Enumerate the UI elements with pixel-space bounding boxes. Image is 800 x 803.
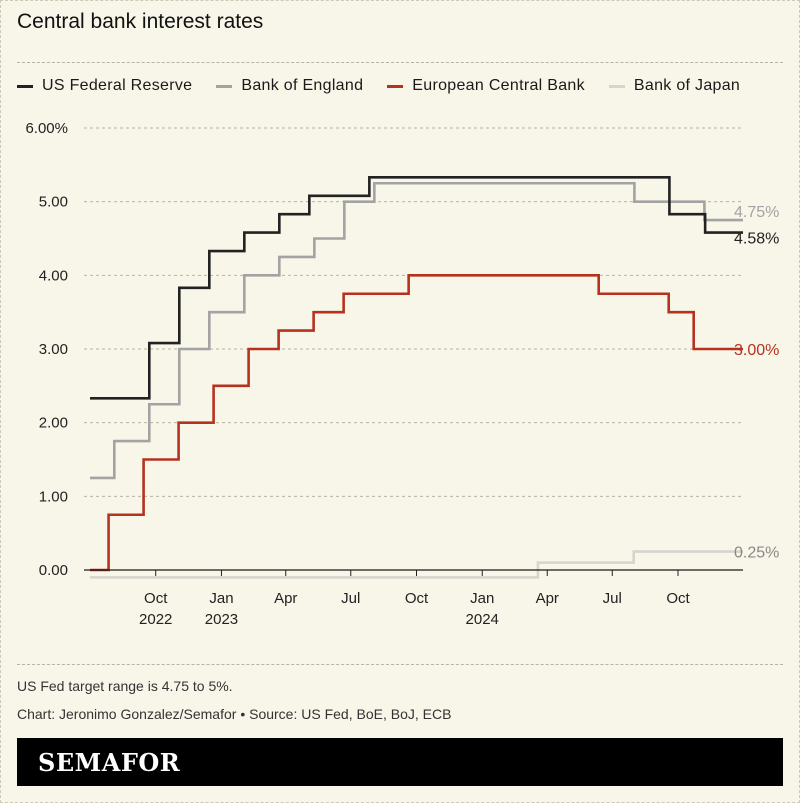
y-tick-label: 4.00: [39, 267, 68, 284]
x-tick-label: Jan: [470, 590, 494, 607]
x-tick-year: 2022: [139, 611, 172, 628]
step-line-chart: 0.00 1.00 2.00 3.00 4.00 5.00 6.00% Oct 2022 Jan 2…: [25, 120, 779, 628]
credit-note: Chart: Jeronimo Gonzalez/Semafor • Sourc…: [17, 706, 452, 722]
series-line: [90, 181, 743, 480]
x-tick-year: 2023: [205, 611, 238, 628]
end-value-label: 0.25%: [734, 545, 779, 562]
y-tick-label: 3.00: [39, 341, 68, 358]
footer-bar: SEMAFOR: [17, 738, 783, 786]
x-tick-label: Oct: [666, 590, 690, 607]
x-tick-label: Apr: [274, 590, 297, 607]
series-line: [90, 550, 743, 579]
y-tick-label: 2.00: [39, 415, 68, 432]
series-line: [90, 274, 743, 572]
bottom-divider: [17, 664, 783, 665]
chart-title: Central bank interest rates: [17, 10, 264, 33]
legend-item: US Federal Reserve: [17, 77, 192, 95]
y-tick-label: 0.00: [39, 562, 68, 579]
legend-label: Bank of England: [241, 77, 364, 94]
end-value-label: 4.58%: [734, 231, 779, 248]
y-tick-label: 5.00: [39, 194, 68, 211]
legend-swatch: [17, 84, 33, 88]
x-tick-label: Jan: [209, 590, 233, 607]
x-tick-label: Oct: [144, 590, 168, 607]
x-tick-label: Oct: [405, 590, 429, 607]
range-note: US Fed target range is 4.75 to 5%.: [17, 678, 233, 694]
y-tick-label: 1.00: [39, 488, 68, 505]
legend-item: Bank of Japan: [608, 77, 741, 95]
brand-logo: SEMAFOR: [38, 748, 181, 777]
y-tick-label: 6.00%: [25, 120, 68, 137]
legend-swatch: [216, 84, 233, 88]
legend-item: Bank of England: [216, 77, 363, 95]
x-tick-label: Jul: [603, 590, 622, 607]
x-tick-label: Jul: [341, 590, 360, 607]
legend-label: European Central Bank: [412, 77, 585, 94]
end-value-label: 4.75%: [734, 204, 779, 221]
legend-label: Bank of Japan: [633, 77, 741, 94]
legend-swatch: [608, 84, 625, 88]
legend-item: European Central Bank: [387, 77, 585, 95]
legend: US Federal Reserve Bank of England Europea…: [17, 76, 740, 96]
end-value-label: 3.00%: [734, 342, 779, 359]
x-tick-year: 2024: [466, 611, 499, 628]
x-tick-label: Apr: [536, 590, 559, 607]
top-divider: [17, 62, 783, 63]
legend-swatch: [387, 84, 404, 88]
legend-label: US Federal Reserve: [42, 77, 193, 94]
series-line: [90, 176, 743, 400]
